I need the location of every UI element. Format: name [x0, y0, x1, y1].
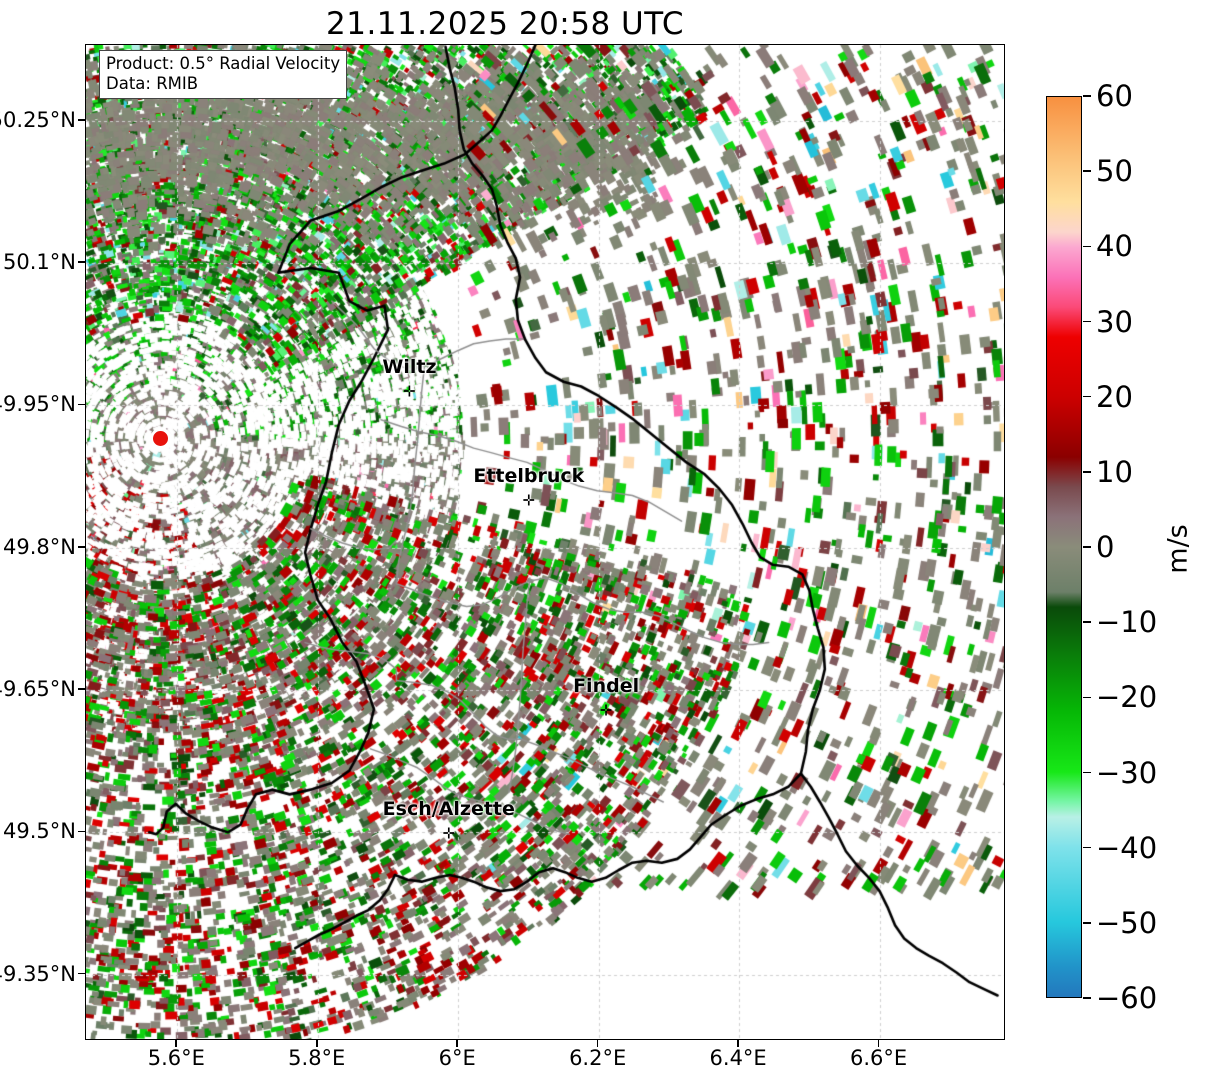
x-axis-tick-label: 6.2°E [569, 1046, 627, 1070]
colorbar-tick-label: 0 [1096, 530, 1115, 564]
x-axis-tick-label: 6.6°E [849, 1046, 908, 1070]
colorbar-gradient [1047, 97, 1081, 997]
y-axis-tick-mark [78, 545, 85, 548]
x-axis-tick-mark [596, 1040, 599, 1047]
city-marker-icon: ✛ [403, 382, 416, 401]
colorbar-tick-mark [1083, 546, 1091, 548]
data-source-line: Data: RMIB [106, 74, 199, 94]
y-axis-tick-mark [78, 119, 85, 121]
y-axis-tick-label: 49.5°N [3, 819, 76, 844]
y-axis-tick-label: 50.1°N [3, 250, 76, 275]
y-axis-tick-mark [78, 830, 85, 833]
product-info-box: Product: 0.5° Radial Velocity Data: RMIB [99, 50, 348, 100]
colorbar-tick-label: 50 [1096, 154, 1133, 189]
colorbar-tick-label: −30 [1096, 755, 1158, 790]
y-axis-tick-label: 49.8°N [3, 534, 76, 559]
colorbar-tick-mark [1083, 997, 1091, 999]
colorbar-tick-mark [1083, 395, 1091, 398]
city-marker-icon: ✛ [522, 491, 536, 510]
x-axis-tick-mark [456, 1040, 458, 1047]
city-label: Wiltz [382, 356, 437, 379]
colorbar-tick-label: 20 [1096, 379, 1133, 414]
colorbar-tick-mark [1083, 696, 1091, 699]
y-axis-tick-label: 49.65°N [0, 677, 76, 702]
x-axis-tick-label: 6.4°E [709, 1046, 767, 1070]
radar-site-marker [149, 427, 172, 450]
city-marker-icon: ✛ [599, 701, 613, 720]
colorbar-tick-label: −60 [1096, 981, 1158, 1015]
colorbar-tick-mark [1083, 245, 1091, 248]
colorbar-tick-mark [1083, 95, 1091, 97]
radar-plot-area[interactable] [85, 44, 1005, 1040]
x-axis-tick-mark [315, 1040, 318, 1047]
colorbar-tick-label: −10 [1096, 605, 1158, 640]
colorbar[interactable] [1046, 96, 1082, 998]
x-axis-tick-label: 6°E [438, 1046, 476, 1070]
colorbar-tick-label: −50 [1096, 905, 1158, 940]
colorbar-tick-label: −40 [1096, 830, 1158, 865]
x-axis-tick-mark [877, 1040, 880, 1047]
x-axis-tick-mark [737, 1040, 739, 1047]
x-axis-tick-mark [175, 1040, 178, 1047]
colorbar-tick-label: 30 [1096, 304, 1133, 339]
radar-site-dot-icon [153, 431, 169, 447]
colorbar-tick-mark [1083, 170, 1091, 172]
city-label: Ettelbruck [473, 465, 585, 488]
colorbar-tick-label: 10 [1096, 454, 1133, 489]
x-axis-tick-label: 5.6°E [147, 1046, 205, 1070]
y-axis-tick-label: 49.35°N [0, 961, 76, 986]
city-label: Esch/Alzette [382, 798, 515, 821]
x-axis-tick-label: 5.8°E [288, 1046, 346, 1070]
city-marker-icon: ✛ [442, 824, 456, 843]
colorbar-tick-mark [1083, 922, 1091, 924]
colorbar-tick-mark [1083, 771, 1091, 774]
colorbar-tick-mark [1083, 846, 1091, 849]
product-line: Product: 0.5° Radial Velocity [106, 54, 341, 73]
city-label: Findel [573, 674, 640, 697]
y-axis-tick-mark [78, 261, 85, 263]
colorbar-tick-mark [1083, 471, 1091, 473]
colorbar-unit-label: m/s [1162, 524, 1194, 574]
colorbar-tick-mark [1083, 621, 1091, 623]
radar-echo-canvas [86, 45, 1004, 1039]
y-axis-tick-label: 50.25°N [0, 107, 76, 132]
y-axis-tick-label: 49.95°N [0, 392, 76, 417]
colorbar-tick-label: −20 [1096, 680, 1158, 715]
colorbar-tick-mark [1083, 320, 1091, 323]
page-title: 21.11.2025 20:58 UTC [326, 6, 684, 42]
y-axis-tick-mark [78, 688, 85, 690]
y-axis-tick-mark [78, 403, 85, 406]
colorbar-tick-label: 60 [1096, 79, 1133, 113]
colorbar-tick-label: 40 [1096, 229, 1133, 264]
radar-canvas-layer [86, 45, 1004, 1039]
y-axis-tick-mark [78, 972, 85, 975]
